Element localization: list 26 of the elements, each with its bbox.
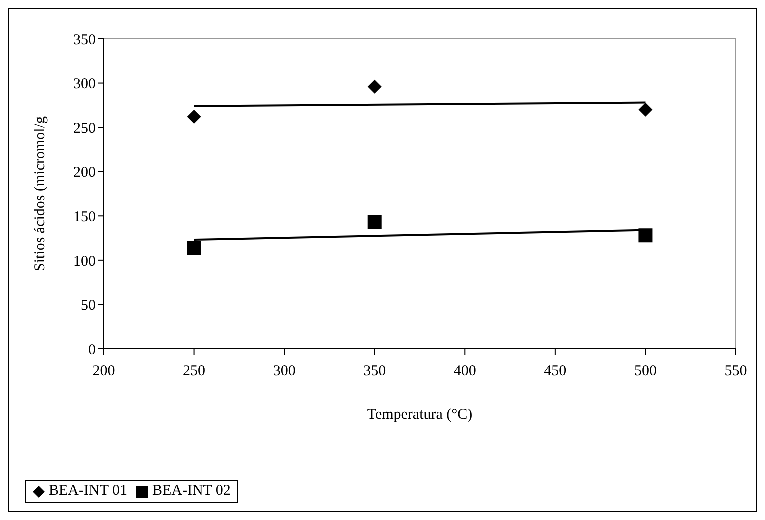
x-tick-label: 550 (724, 364, 748, 380)
y-tick-label: 350 (74, 32, 96, 48)
x-tick-label: 300 (273, 364, 296, 380)
y-tick-label: 100 (74, 254, 96, 270)
y-axis-title: Sitios ácidos (micromol/g (32, 116, 48, 272)
legend-label: BEA-INT 01 (48, 483, 128, 500)
y-tick-label: 150 (74, 209, 96, 226)
point (187, 110, 202, 124)
point (638, 102, 653, 117)
y-tick-label: 250 (74, 120, 96, 137)
point (368, 80, 382, 94)
x-tick-label: 400 (454, 364, 476, 380)
x-tick-label: 500 (634, 364, 657, 380)
x-tick-label: 200 (92, 364, 116, 380)
y-tick-label: 0 (88, 342, 96, 358)
point (187, 241, 202, 256)
y-tick-label: 300 (74, 76, 96, 93)
x-tick-label: 250 (183, 364, 206, 380)
x-tick-label: 350 (364, 364, 386, 380)
point (368, 215, 382, 230)
y-tick-label: 200 (74, 165, 96, 182)
x-axis-title: Temperatura (°C) (367, 407, 473, 423)
x-tick-label: 450 (544, 364, 567, 380)
y-tick-label: 50 (81, 298, 96, 314)
point (638, 228, 653, 243)
legend-label: BEA-INT 02 (151, 483, 231, 500)
